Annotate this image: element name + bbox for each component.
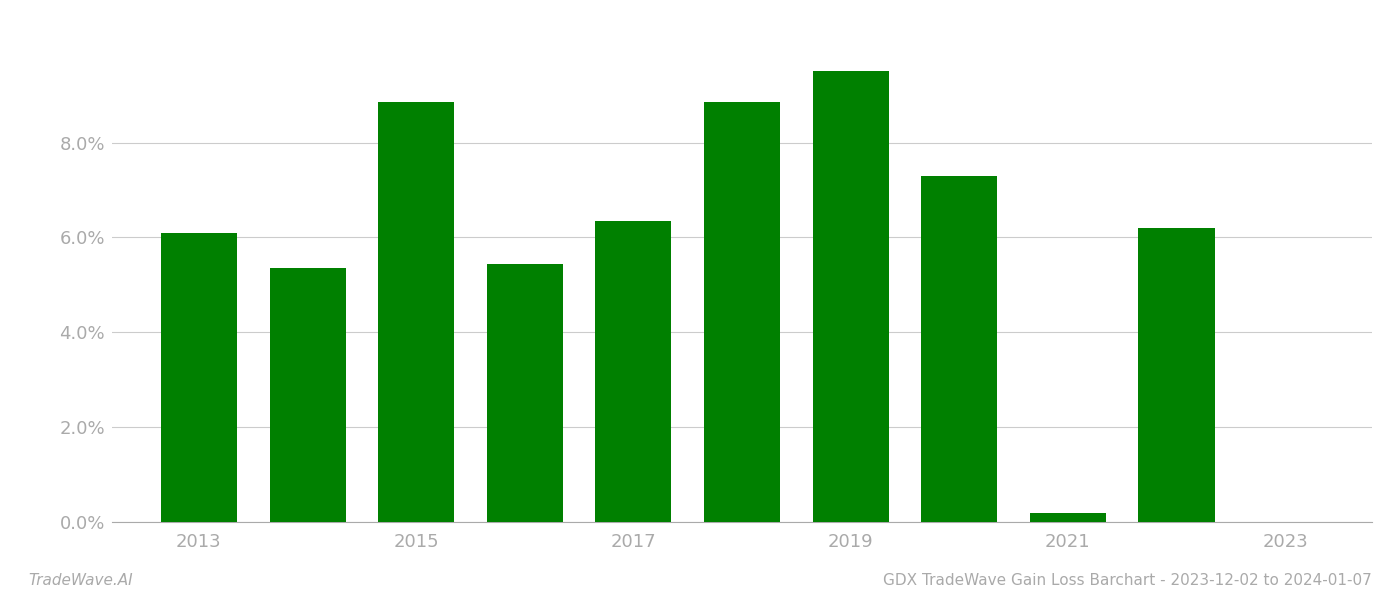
Bar	[704, 102, 780, 522]
Text: TradeWave.AI: TradeWave.AI	[28, 573, 133, 588]
Bar	[595, 221, 672, 522]
Bar	[921, 176, 997, 522]
Bar	[1030, 512, 1106, 522]
Bar	[812, 71, 889, 522]
Bar	[161, 233, 237, 522]
Text: GDX TradeWave Gain Loss Barchart - 2023-12-02 to 2024-01-07: GDX TradeWave Gain Loss Barchart - 2023-…	[883, 573, 1372, 588]
Bar	[487, 263, 563, 522]
Bar	[378, 102, 454, 522]
Bar	[1138, 228, 1215, 522]
Bar	[269, 268, 346, 522]
